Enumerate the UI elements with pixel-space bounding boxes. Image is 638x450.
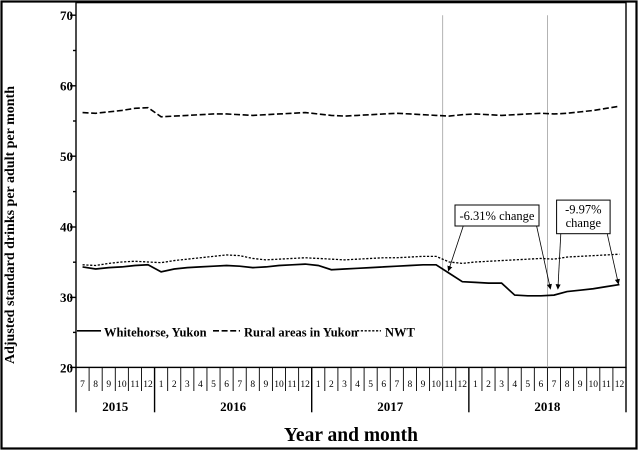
svg-text:Year and month: Year and month <box>284 425 418 446</box>
svg-text:9: 9 <box>106 380 111 390</box>
svg-text:Whitehorse, Yukon: Whitehorse, Yukon <box>104 326 207 340</box>
svg-text:11: 11 <box>287 380 296 390</box>
svg-text:2: 2 <box>486 380 491 390</box>
svg-text:11: 11 <box>602 380 611 390</box>
svg-text:10: 10 <box>589 380 599 390</box>
svg-text:8: 8 <box>250 380 255 390</box>
svg-text:10: 10 <box>274 380 284 390</box>
svg-text:2: 2 <box>172 380 177 390</box>
svg-text:5: 5 <box>368 380 373 390</box>
svg-text:2015: 2015 <box>102 399 129 414</box>
svg-text:Adjusted standard drinks per a: Adjusted standard drinks per adult per m… <box>3 86 18 364</box>
svg-text:6: 6 <box>381 380 386 390</box>
svg-text:4: 4 <box>355 380 360 390</box>
svg-text:6: 6 <box>224 380 229 390</box>
svg-text:8: 8 <box>565 380 570 390</box>
svg-text:11: 11 <box>130 380 139 390</box>
svg-text:4: 4 <box>512 380 517 390</box>
svg-text:12: 12 <box>300 380 310 390</box>
svg-text:9: 9 <box>578 380 583 390</box>
svg-text:change: change <box>566 216 602 230</box>
svg-text:12: 12 <box>143 380 153 390</box>
svg-text:2: 2 <box>329 380 334 390</box>
svg-text:10: 10 <box>431 380 441 390</box>
svg-text:3: 3 <box>185 380 190 390</box>
svg-text:10: 10 <box>117 380 127 390</box>
svg-text:3: 3 <box>499 380 504 390</box>
svg-text:5: 5 <box>525 380 530 390</box>
svg-text:1: 1 <box>159 380 164 390</box>
svg-text:7: 7 <box>394 380 399 390</box>
svg-text:-9.97%: -9.97% <box>565 203 601 217</box>
svg-text:9: 9 <box>264 380 269 390</box>
svg-text:NWT: NWT <box>385 326 416 340</box>
svg-text:3: 3 <box>342 380 347 390</box>
svg-text:6: 6 <box>539 380 544 390</box>
svg-text:7: 7 <box>80 380 85 390</box>
svg-text:2017: 2017 <box>377 399 404 414</box>
svg-text:-6.31% change: -6.31% change <box>460 209 535 223</box>
svg-text:4: 4 <box>198 380 203 390</box>
svg-text:1: 1 <box>473 380 478 390</box>
svg-text:12: 12 <box>615 380 625 390</box>
svg-text:2016: 2016 <box>220 399 247 414</box>
svg-text:8: 8 <box>93 380 98 390</box>
svg-text:7: 7 <box>237 380 242 390</box>
svg-text:7: 7 <box>552 380 557 390</box>
svg-text:9: 9 <box>421 380 426 390</box>
svg-text:2018: 2018 <box>534 399 561 414</box>
svg-text:Rural areas in Yukon: Rural areas in Yukon <box>244 326 358 340</box>
svg-text:12: 12 <box>458 380 468 390</box>
svg-text:1: 1 <box>316 380 321 390</box>
svg-text:11: 11 <box>445 380 454 390</box>
svg-text:5: 5 <box>211 380 216 390</box>
svg-text:8: 8 <box>408 380 413 390</box>
